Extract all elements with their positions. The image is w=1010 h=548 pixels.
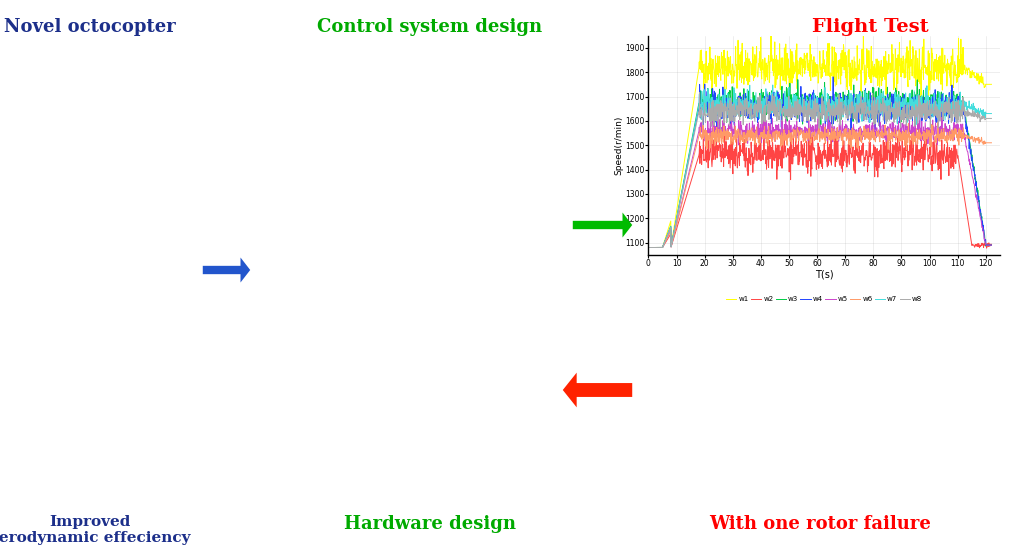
w1	[794, 55, 806, 61]
w3	[986, 242, 998, 248]
w6	[910, 135, 922, 142]
w4	[827, 73, 839, 80]
Line: w1: w1	[648, 25, 992, 248]
w3	[781, 118, 793, 124]
Text: Novel octocopter: Novel octocopter	[4, 18, 176, 36]
X-axis label: T(s): T(s)	[815, 270, 833, 279]
w1	[642, 244, 654, 251]
w5	[781, 132, 793, 139]
w1	[910, 66, 922, 72]
w1	[765, 22, 777, 28]
w6	[794, 130, 806, 137]
w7	[916, 102, 928, 109]
w2	[781, 152, 793, 158]
w1	[986, 81, 998, 88]
w4	[781, 111, 793, 117]
w8	[782, 115, 794, 122]
w2	[878, 165, 890, 172]
w4	[916, 117, 928, 123]
Text: Control system design: Control system design	[317, 18, 542, 36]
w6	[932, 119, 944, 125]
w3	[678, 180, 690, 186]
w1	[916, 44, 928, 50]
w1	[782, 72, 794, 78]
w7	[678, 181, 690, 187]
w8	[879, 105, 891, 112]
w7	[767, 82, 779, 88]
Line: w6: w6	[648, 122, 992, 248]
w2	[678, 203, 690, 209]
w8	[910, 113, 922, 120]
w6	[986, 140, 998, 146]
Legend: w1, w2, w3, w4, w5, w6, w7, w8: w1, w2, w3, w4, w5, w6, w7, w8	[723, 293, 925, 305]
w1	[678, 164, 690, 170]
w8	[986, 115, 998, 122]
w4	[910, 112, 922, 119]
w7	[642, 244, 654, 251]
w3	[916, 96, 928, 102]
w6	[781, 142, 793, 149]
Text: Hardware design: Hardware design	[344, 515, 516, 533]
w4	[986, 242, 998, 248]
w2	[905, 129, 917, 136]
w8	[694, 89, 706, 96]
Text: With one rotor failure: With one rotor failure	[709, 515, 931, 533]
w3	[792, 76, 804, 83]
w8	[794, 107, 806, 114]
w5	[678, 192, 690, 199]
Text: Improved
aerodynamic effeciency: Improved aerodynamic effeciency	[0, 515, 191, 545]
w1	[879, 70, 891, 77]
w5	[879, 128, 891, 135]
Y-axis label: Speed(r/min): Speed(r/min)	[614, 116, 623, 175]
w7	[986, 110, 998, 117]
w4	[678, 182, 690, 189]
w6	[642, 244, 654, 251]
w2	[916, 144, 928, 150]
Line: w2: w2	[648, 133, 992, 248]
w3	[642, 244, 654, 251]
w5	[642, 244, 654, 251]
w2	[986, 241, 998, 248]
Line: w7: w7	[648, 85, 992, 248]
w8	[642, 244, 654, 251]
w6	[678, 195, 690, 201]
w7	[794, 98, 806, 105]
w3	[910, 102, 922, 109]
w6	[878, 130, 890, 137]
w7	[910, 121, 922, 128]
Line: w3: w3	[648, 79, 992, 248]
w5	[986, 242, 998, 248]
Line: w4: w4	[648, 77, 992, 248]
w4	[794, 118, 806, 125]
Text: Flight Test: Flight Test	[812, 18, 928, 36]
w5	[822, 112, 834, 118]
w7	[782, 105, 794, 112]
w8	[916, 105, 928, 112]
w5	[916, 135, 928, 142]
w8	[678, 184, 690, 190]
w5	[794, 128, 806, 135]
w4	[642, 244, 654, 251]
w2	[910, 149, 922, 155]
w3	[879, 99, 891, 106]
w3	[794, 95, 806, 101]
w2	[642, 244, 654, 251]
w6	[916, 133, 928, 139]
w2	[981, 245, 993, 252]
Line: w8: w8	[648, 93, 992, 248]
Line: w5: w5	[648, 115, 992, 248]
w2	[794, 158, 806, 165]
w4	[879, 99, 891, 105]
w5	[910, 125, 922, 132]
w7	[879, 93, 891, 99]
